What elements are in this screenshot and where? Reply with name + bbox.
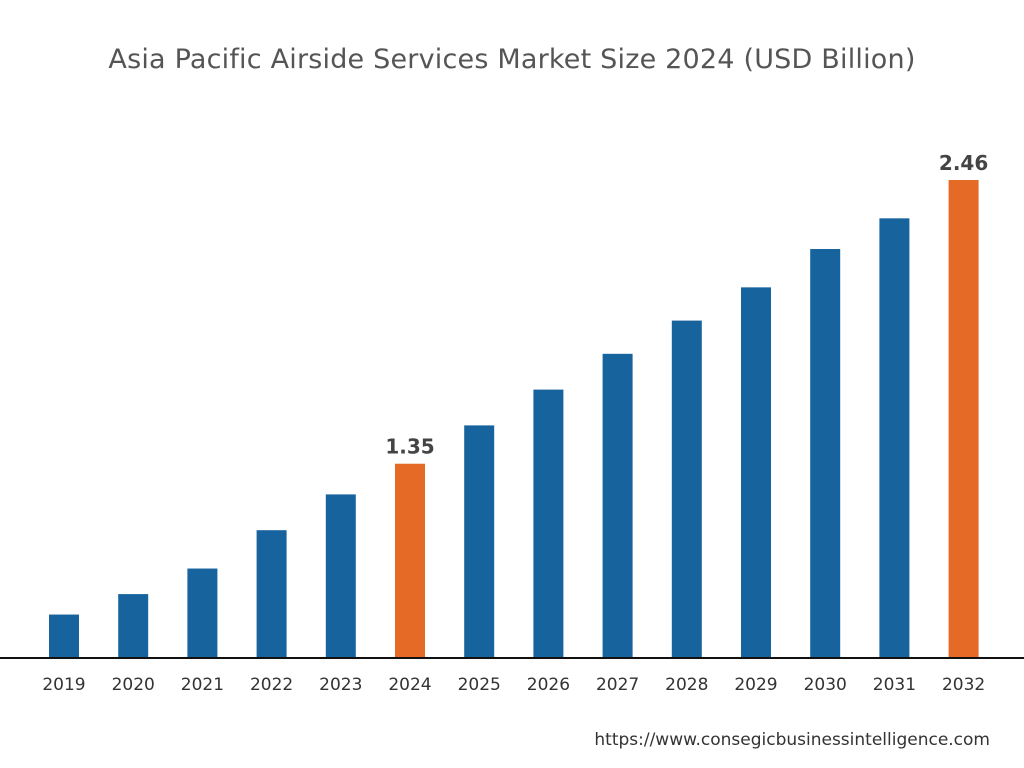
bar-2024 — [395, 463, 425, 658]
x-tick-label: 2021 — [181, 675, 224, 695]
bar-2027 — [602, 353, 633, 658]
bar-2020 — [118, 594, 149, 658]
source-url[interactable]: https://www.consegicbusinessintelligence… — [594, 730, 990, 750]
data-label-2032: 2.46 — [939, 151, 988, 175]
bar-2021 — [187, 568, 218, 658]
x-tick-label: 2024 — [388, 675, 431, 695]
x-tick-label: 2026 — [527, 675, 570, 695]
chart-title: Asia Pacific Airside Services Market Siz… — [108, 44, 916, 75]
bar-2019 — [49, 614, 79, 658]
x-tick-label: 2020 — [112, 675, 155, 695]
x-tick-label: 2027 — [596, 675, 639, 695]
x-tick-label: 2030 — [804, 675, 847, 695]
bar-2031 — [879, 218, 910, 659]
bar-2032 — [948, 180, 979, 658]
x-tick-label: 2019 — [42, 675, 85, 695]
x-tick-label: 2032 — [942, 675, 985, 695]
bar-2022 — [256, 530, 287, 658]
bar-2028 — [671, 320, 702, 658]
x-tick-label: 2023 — [319, 675, 362, 695]
data-label-2024: 1.35 — [385, 435, 434, 459]
x-tick-label: 2029 — [734, 675, 777, 695]
x-tick-label: 2025 — [458, 675, 501, 695]
bar-2023 — [325, 494, 356, 658]
bar-2030 — [810, 249, 841, 658]
bar-2029 — [741, 287, 771, 658]
x-tick-label: 2022 — [250, 675, 293, 695]
bar-2025 — [464, 425, 495, 658]
x-tick-label: 2028 — [665, 675, 708, 695]
bar-2026 — [533, 389, 564, 658]
x-tick-label: 2031 — [873, 675, 916, 695]
